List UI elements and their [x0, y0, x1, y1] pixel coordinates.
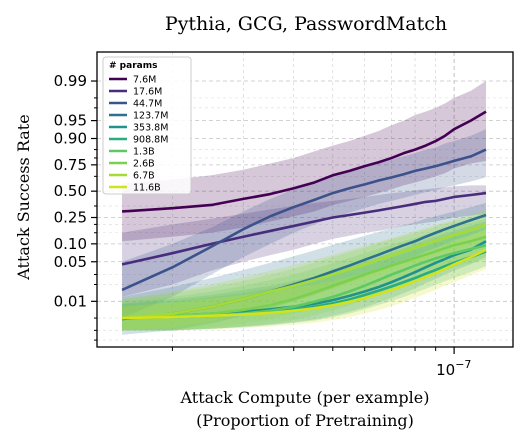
- series-line: [121, 240, 487, 320]
- confidence-band: [122, 185, 487, 297]
- legend-label: 2.6B: [133, 159, 155, 170]
- legend-label: 11.6B: [133, 183, 161, 194]
- x-tick-label: 10−7: [436, 358, 471, 379]
- y-tick-label: 0.01: [54, 292, 87, 310]
- legend-label: 17.6M: [133, 87, 162, 98]
- confidence-band: [122, 212, 487, 331]
- confidence-band: [122, 227, 487, 331]
- series-line: [121, 110, 487, 213]
- series-lines: [121, 110, 487, 321]
- y-tick-label: 0.99: [54, 72, 87, 90]
- legend: # params 7.6M17.6M44.7M123.7M353.8M908.8M…: [102, 56, 192, 195]
- confidence-band: [122, 209, 487, 331]
- confidence-band: [122, 221, 487, 331]
- legend-title: # params: [109, 61, 157, 71]
- legend-label: 44.7M: [133, 99, 162, 110]
- x-axis-label-line1: Attack Compute (per example): [180, 388, 430, 407]
- series-line: [121, 235, 487, 320]
- series-line: [121, 148, 487, 292]
- y-tick-label: 0.75: [54, 156, 87, 174]
- y-tick-label: 0.50: [54, 182, 87, 200]
- legend-label: 123.7M: [133, 111, 168, 122]
- plot-frame: [96, 51, 514, 348]
- y-tick-label: 0.10: [54, 235, 87, 253]
- y-tick-label: 0.95: [54, 112, 87, 130]
- plot-border: [96, 51, 514, 348]
- y-axis: 0.01 0.050.10 0.25 0.50 0.75 0.900.95 0.99: [54, 72, 97, 341]
- chart-title: Pythia, GCG, PasswordMatch: [165, 13, 447, 35]
- y-tick-label: 0.25: [54, 209, 87, 227]
- series-line: [121, 223, 487, 320]
- legend-label: 908.8M: [133, 135, 168, 146]
- y-tick-label: 0.90: [54, 130, 87, 148]
- confidence-bands: [122, 81, 487, 335]
- series-line: [121, 191, 487, 266]
- confidence-band: [122, 202, 487, 335]
- series-line: [122, 248, 487, 320]
- x-axis-label-line2: (Proportion of Pretraining): [196, 411, 414, 430]
- confidence-band: [122, 218, 487, 331]
- legend-label: 6.7B: [133, 171, 155, 182]
- y-tick-label: 0.05: [54, 253, 87, 271]
- x-axis: 10−7: [171, 347, 471, 379]
- legend-label: 353.8M: [133, 123, 168, 134]
- y-axis-label: Attack Success Rate: [14, 114, 33, 280]
- legend-label: 1.3B: [133, 147, 155, 158]
- legend-label: 7.6M: [133, 75, 156, 86]
- confidence-band: [122, 81, 487, 242]
